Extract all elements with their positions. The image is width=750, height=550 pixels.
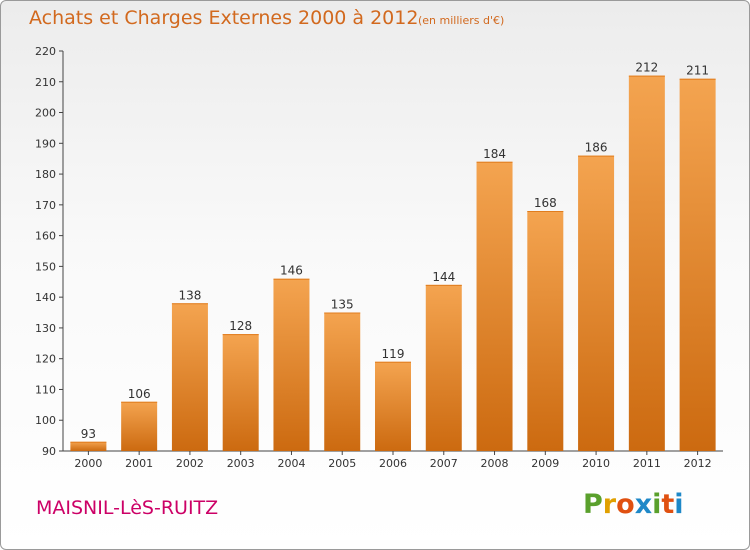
logo-letter: P	[583, 489, 603, 520]
y-tick-label: 120	[35, 353, 56, 366]
y-tick-label: 150	[35, 260, 56, 273]
x-tick-label: 2007	[430, 457, 458, 470]
bar	[425, 284, 462, 451]
bar-value-label: 106	[128, 387, 151, 401]
x-tick-label: 2002	[176, 457, 204, 470]
bar	[171, 303, 208, 451]
bar-value-label: 119	[382, 347, 405, 361]
bar	[222, 334, 259, 451]
x-tick-label: 2001	[125, 457, 153, 470]
y-tick-label: 130	[35, 322, 56, 335]
x-tick-label: 2010	[582, 457, 610, 470]
logo-letter: i	[674, 489, 684, 520]
x-tick-label: 2009	[531, 457, 559, 470]
bar-value-label: 144	[432, 270, 455, 284]
bar	[324, 312, 361, 451]
bar-value-label: 184	[483, 147, 506, 161]
bar	[628, 75, 665, 451]
y-tick-label: 210	[35, 76, 56, 89]
y-tick-label: 160	[35, 230, 56, 243]
bar	[679, 78, 716, 451]
bar	[527, 211, 564, 451]
bar	[578, 155, 615, 451]
logo-letter: t	[661, 489, 675, 520]
bar-value-label: 211	[686, 64, 709, 78]
logo-letter: o	[616, 489, 635, 520]
x-tick-label: 2003	[227, 457, 255, 470]
bar-value-label: 135	[331, 298, 354, 312]
y-tick-label: 170	[35, 199, 56, 212]
y-tick-label: 100	[35, 414, 56, 427]
logo-letter: r	[602, 489, 617, 520]
bar	[476, 161, 513, 451]
proxiti-logo: Proxiti	[583, 489, 684, 520]
bar	[273, 278, 310, 451]
bar-value-label: 93	[81, 427, 96, 441]
y-tick-label: 90	[42, 445, 56, 458]
bar	[121, 401, 158, 451]
chart-title: Achats et Charges Externes 2000 à 2012	[29, 7, 419, 29]
bar-value-label: 146	[280, 264, 303, 278]
bar-value-label: 186	[585, 141, 608, 155]
x-tick-label: 2011	[633, 457, 661, 470]
y-tick-label: 140	[35, 291, 56, 304]
logo-letter: x	[634, 489, 653, 520]
y-tick-label: 190	[35, 137, 56, 150]
y-tick-label: 200	[35, 107, 56, 120]
x-tick-label: 2008	[481, 457, 509, 470]
y-tick-label: 180	[35, 168, 56, 181]
bar-value-label: 128	[229, 319, 252, 333]
y-tick-label: 220	[35, 45, 56, 58]
logo-letter: i	[652, 489, 662, 520]
x-tick-label: 2012	[684, 457, 712, 470]
bar-value-label: 138	[178, 288, 201, 302]
x-tick-label: 2004	[277, 457, 305, 470]
x-tick-label: 2006	[379, 457, 407, 470]
x-tick-label: 2005	[328, 457, 356, 470]
commune-name: MAISNIL-LèS-RUITZ	[36, 497, 219, 519]
x-tick-label: 2000	[74, 457, 102, 470]
chart-subtitle: (en milliers d'€)	[418, 14, 505, 27]
bar	[70, 441, 107, 451]
bar-value-label: 168	[534, 196, 557, 210]
y-tick-label: 110	[35, 383, 56, 396]
bar-value-label: 212	[635, 61, 658, 75]
bar	[375, 361, 411, 451]
